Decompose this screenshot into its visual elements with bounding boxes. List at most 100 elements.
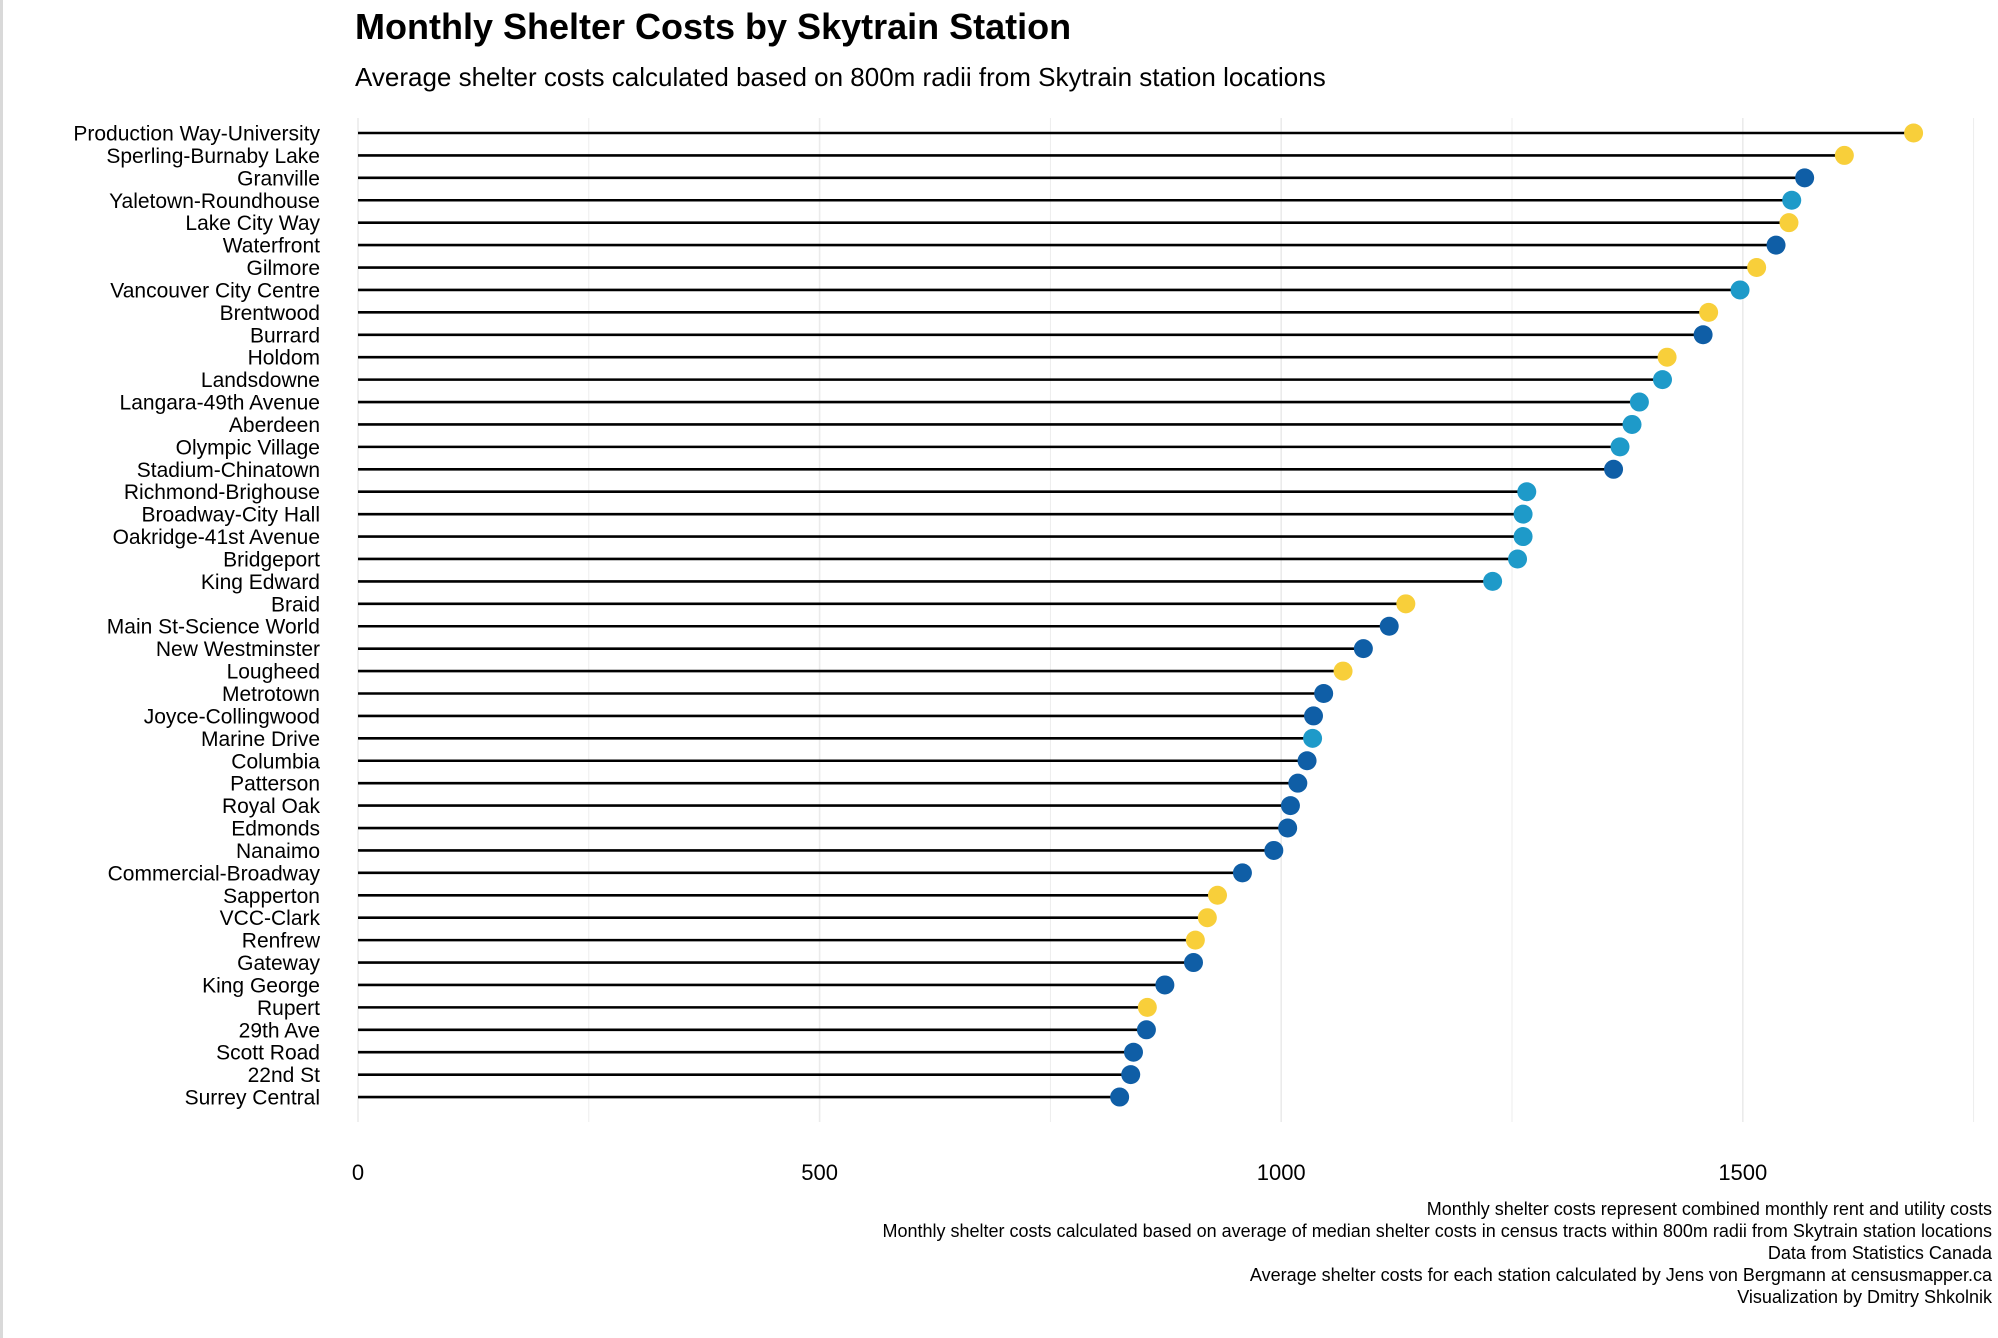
y-tick-label: Marine Drive [201,728,320,751]
dots [1110,123,1924,1107]
y-tick-label: Scott Road [216,1042,320,1065]
data-point [1121,1065,1141,1085]
y-tick-label: Gateway [237,952,320,975]
y-tick-label: Burrard [250,324,320,347]
y-tick-label: Olympic Village [176,436,320,459]
data-point [1185,930,1205,950]
chart-title: Monthly Shelter Costs by Skytrain Statio… [355,6,1072,47]
data-point [1155,975,1175,995]
x-tick-label: 0 [352,1160,364,1185]
y-tick-label: VCC-Clark [220,907,321,930]
window-edge [0,0,3,1338]
y-tick-label: 29th Ave [239,1019,320,1042]
y-tick-label: Bridgeport [223,548,320,571]
caption-line: Monthly shelter costs calculated based o… [882,1221,1992,1241]
data-point [1314,684,1334,703]
data-point [1197,908,1217,928]
data-point [1304,706,1324,726]
data-point [1207,885,1227,905]
y-tick-label: Broadway-City Hall [141,504,320,527]
y-tick-label: Metrotown [222,683,320,706]
y-tick-label: Joyce-Collingwood [144,705,320,728]
y-tick-label: Vancouver City Centre [110,279,320,302]
y-tick-label: Braid [271,593,320,616]
y-tick-label: Stadium-Chinatown [137,459,320,482]
y-tick-label: Rupert [257,997,320,1020]
y-tick-label: Brentwood [220,302,320,325]
caption-line: Visualization by Dmitry Shkolnik [1737,1287,1992,1307]
y-tick-label: Patterson [230,773,320,796]
stems [358,131,1914,1099]
data-point [1610,437,1630,457]
data-point [1652,370,1672,390]
data-point [1508,549,1528,569]
data-point [1303,728,1323,748]
data-point [1779,213,1799,233]
y-axis-labels: Production Way-UniversitySperling-Burnab… [73,123,320,1110]
data-point [1513,504,1533,524]
data-point [1110,1087,1130,1107]
data-point [1379,616,1399,636]
y-tick-label: Production Way-University [73,123,320,146]
data-point [1782,190,1802,210]
y-tick-label: Sapperton [223,885,320,908]
y-tick-label: Renfrew [242,930,321,953]
y-tick-label: Gilmore [246,257,320,280]
data-point [1904,123,1924,143]
y-tick-label: King Edward [201,571,320,594]
y-tick-label: 22nd St [248,1064,321,1087]
data-point [1353,639,1373,659]
data-point [1604,459,1624,479]
data-point [1123,1042,1143,1062]
y-tick-label: Aberdeen [229,414,320,437]
y-tick-label: Langara-49th Avenue [120,392,320,415]
data-point [1657,347,1677,367]
x-axis-ticks: 0 500 1000 1500 [352,1160,1767,1185]
y-tick-label: Commercial-Broadway [108,862,321,885]
y-tick-label: King George [202,974,320,997]
data-point [1622,414,1642,434]
y-tick-label: New Westminster [156,638,320,661]
x-tick-label: 1000 [1257,1160,1306,1185]
y-tick-label: Richmond-Brighouse [124,481,320,504]
y-tick-label: Nanaimo [236,840,320,863]
y-tick-label: Waterfront [223,235,320,258]
x-tick-label: 1500 [1718,1160,1767,1185]
chart-subtitle: Average shelter costs calculated based o… [355,62,1326,92]
data-point [1333,661,1353,681]
data-point [1795,168,1815,188]
data-point [1396,594,1416,614]
data-point [1280,796,1300,816]
caption: Monthly shelter costs represent combined… [882,1198,1992,1308]
y-tick-label: Granville [237,167,320,190]
y-tick-label: Main St-Science World [107,616,320,639]
y-tick-label: Royal Oak [222,795,321,818]
x-tick-label: 500 [801,1160,838,1185]
y-tick-label: Sperling-Burnaby Lake [106,145,320,168]
data-point [1232,863,1252,883]
data-point [1629,392,1649,412]
y-tick-label: Lougheed [227,661,320,684]
data-point [1834,145,1854,165]
caption-line: Monthly shelter costs represent combined… [1426,1199,1992,1219]
caption-line: Average shelter costs for each station c… [1249,1265,1992,1285]
data-point [1693,325,1713,345]
data-point [1297,751,1317,771]
y-tick-label: Yaletown-Roundhouse [109,190,320,213]
y-tick-label: Oakridge-41st Avenue [113,526,320,549]
y-tick-label: Landsdowne [201,369,320,392]
data-point [1278,818,1298,838]
y-tick-label: Lake City Way [185,212,320,235]
data-point [1513,527,1533,547]
data-point [1183,953,1203,973]
data-point [1483,571,1503,591]
caption-line: Data from Statistics Canada [1767,1243,1992,1263]
y-tick-label: Edmonds [231,818,320,841]
data-point [1288,773,1308,793]
data-point [1730,280,1750,300]
y-tick-label: Surrey Central [185,1087,320,1110]
y-tick-label: Columbia [231,750,320,773]
data-point [1264,840,1284,860]
